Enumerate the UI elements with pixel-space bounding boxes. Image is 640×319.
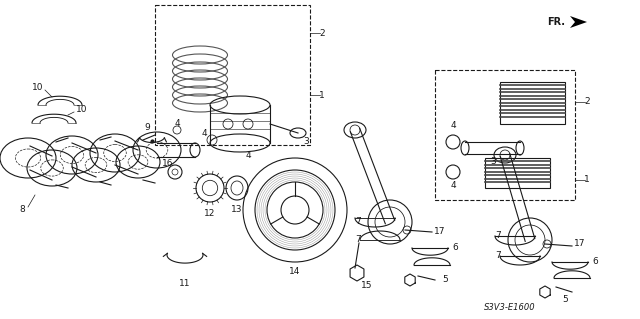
Text: 2: 2 <box>584 98 590 107</box>
Text: 13: 13 <box>231 205 243 214</box>
Text: 14: 14 <box>289 268 301 277</box>
Text: 7: 7 <box>355 235 361 244</box>
Text: 4: 4 <box>201 129 207 137</box>
Text: 1: 1 <box>584 175 590 184</box>
Text: 7: 7 <box>495 232 501 241</box>
Bar <box>500 82 565 124</box>
Text: 4: 4 <box>450 182 456 190</box>
Text: 7: 7 <box>355 218 361 226</box>
Text: 3: 3 <box>303 137 309 145</box>
Text: 17: 17 <box>435 227 445 236</box>
Text: FR.: FR. <box>547 17 565 27</box>
Text: 12: 12 <box>204 210 216 219</box>
Text: 7: 7 <box>495 251 501 261</box>
Text: 6: 6 <box>452 243 458 253</box>
Text: 10: 10 <box>76 106 88 115</box>
Bar <box>485 158 550 188</box>
Bar <box>155 5 310 145</box>
Text: 15: 15 <box>361 281 372 291</box>
Text: 1: 1 <box>319 91 325 100</box>
Polygon shape <box>570 16 587 28</box>
Text: 4: 4 <box>450 122 456 130</box>
Text: 16: 16 <box>163 160 173 168</box>
Text: 6: 6 <box>592 257 598 266</box>
Text: 3: 3 <box>490 158 496 167</box>
Text: 4: 4 <box>174 118 180 128</box>
Text: 9: 9 <box>144 123 150 132</box>
Text: 5: 5 <box>562 295 568 305</box>
Text: 5: 5 <box>442 276 448 285</box>
Text: 11: 11 <box>179 278 191 287</box>
Text: S3V3-E1600: S3V3-E1600 <box>484 303 536 313</box>
Text: 8: 8 <box>19 205 25 214</box>
Text: 2: 2 <box>319 28 325 38</box>
Text: 10: 10 <box>32 84 44 93</box>
Text: 17: 17 <box>574 240 586 249</box>
Text: 4: 4 <box>245 151 251 160</box>
